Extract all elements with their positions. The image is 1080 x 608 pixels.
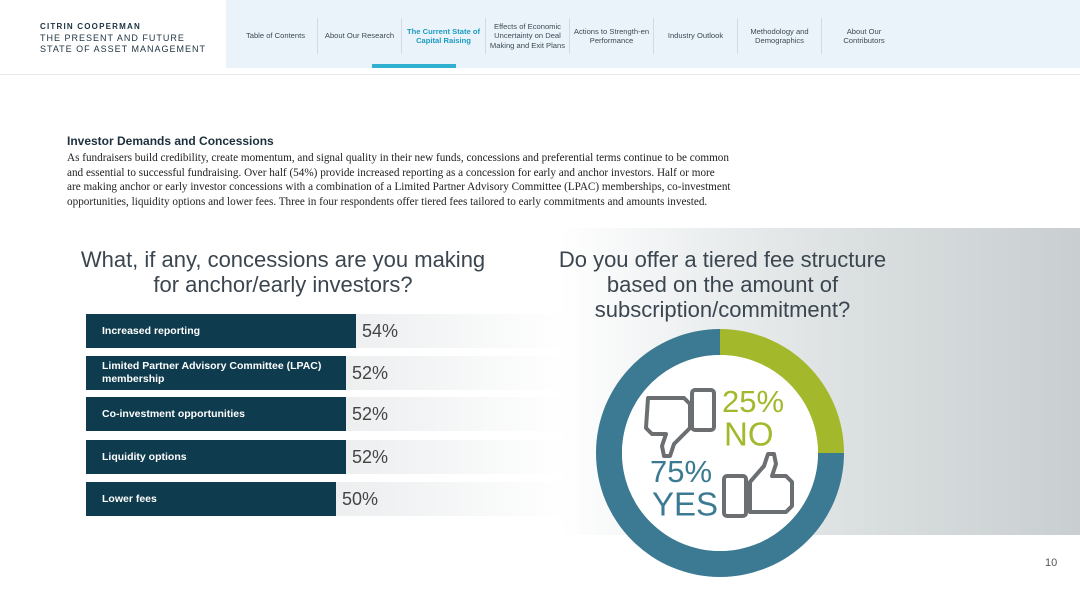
nav-item[interactable]: Actions to Strength-en Performance <box>570 18 654 54</box>
page-number: 10 <box>1045 557 1058 569</box>
segment-value-label: 25% <box>722 384 784 419</box>
nav-active-underline <box>372 64 456 68</box>
bar-label: Co-investment opportunities <box>102 407 245 420</box>
report-title: THE PRESENT AND FUTURE STATE OF ASSET MA… <box>40 33 207 54</box>
donut-segment <box>720 329 844 453</box>
nav-item[interactable]: About Our Research <box>318 18 402 54</box>
donut-hole <box>622 355 818 551</box>
value-label: 54% <box>362 320 399 341</box>
segment-name-label: NO <box>724 416 774 453</box>
value-label: 52% <box>352 362 389 383</box>
thumbs-up-icon <box>722 452 794 518</box>
section-heading: Investor Demands and Concessions <box>67 134 274 148</box>
brand: CITRIN COOPERMAN <box>40 22 141 31</box>
value-label: 52% <box>352 446 389 467</box>
nav-item[interactable]: Methodology and Demographics <box>738 18 822 54</box>
nav-item[interactable]: The Current State of Capital Raising <box>402 18 486 54</box>
bar <box>86 440 346 474</box>
chart-title: What, if any, concessions are you making… <box>80 247 486 297</box>
value-label: 52% <box>352 403 389 424</box>
value-label: 50% <box>342 488 379 509</box>
nav-item[interactable]: Industry Outlook <box>654 18 738 54</box>
thumbs-down-icon <box>644 388 716 458</box>
segment-name-label: YES <box>652 486 718 523</box>
chart-title: Do you offer a tiered fee structure base… <box>558 247 887 322</box>
bar <box>86 397 346 431</box>
nav-item[interactable]: About Our Contributors <box>843 26 885 46</box>
nav-item[interactable]: Table of Contents <box>234 18 318 54</box>
section-body: As fundraisers build credibility, create… <box>67 152 731 208</box>
segment-value-label: 75% <box>650 454 712 489</box>
bar <box>86 314 356 348</box>
bar-label: Increased reporting <box>102 324 201 337</box>
bar <box>86 356 346 390</box>
bar <box>86 482 336 516</box>
bar-label: Lower fees <box>102 492 157 505</box>
nav-item[interactable]: Effects of Economic Uncertainty on Deal … <box>486 18 570 54</box>
bar-label: Liquidity options <box>102 450 187 463</box>
nav-bar: Table of Contents About Our Research The C… <box>226 0 1080 68</box>
bar-label: Limited Partner Advisory Committee (LPAC… <box>102 360 322 385</box>
header-rule <box>0 74 1080 75</box>
